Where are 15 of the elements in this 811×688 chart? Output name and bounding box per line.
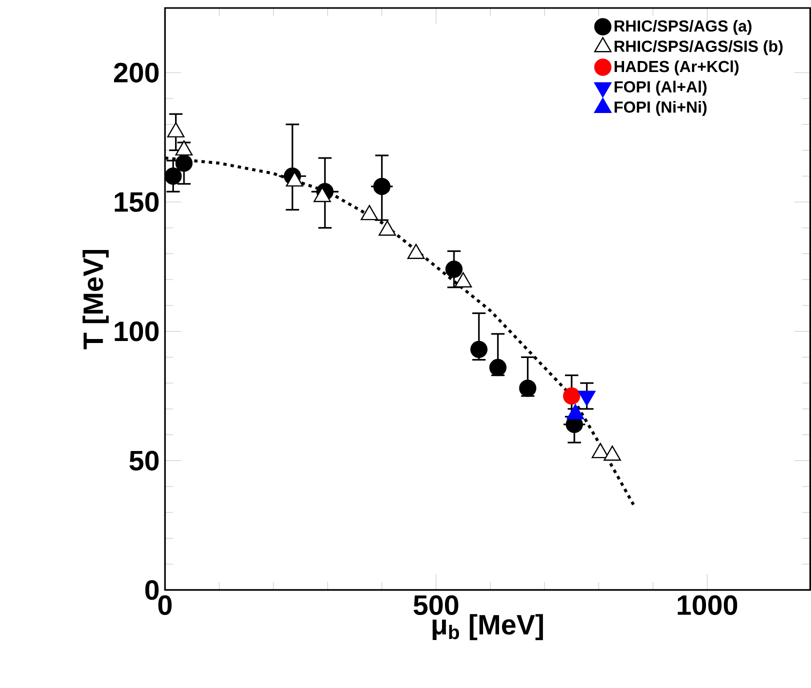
y-tick-label: 200 <box>114 62 159 83</box>
legend-label: FOPI (Al+Al) <box>614 80 707 96</box>
y-tick-label: 0 <box>145 580 159 600</box>
y-tick-label: 50 <box>129 450 159 471</box>
x-axis-title: μ$_{b}$ [MeV] <box>432 614 543 640</box>
x-tick-label: 1000 <box>678 595 738 616</box>
legend-label: HADES (Ar+KCl) <box>614 60 739 76</box>
legend-label: RHIC/SPS/AGS (a) <box>614 20 752 35</box>
y-axis-title: T [MeV] <box>82 250 109 350</box>
x-tick-label: 0 <box>158 595 172 616</box>
legend-label: FOPI (Ni+Ni) <box>614 100 707 116</box>
y-tick-label: 150 <box>114 192 159 212</box>
y-tick-label: 100 <box>114 321 159 342</box>
legend-label: RHIC/SPS/AGS/SIS (b) <box>614 40 783 56</box>
x-tick-label: 500 <box>414 595 458 616</box>
